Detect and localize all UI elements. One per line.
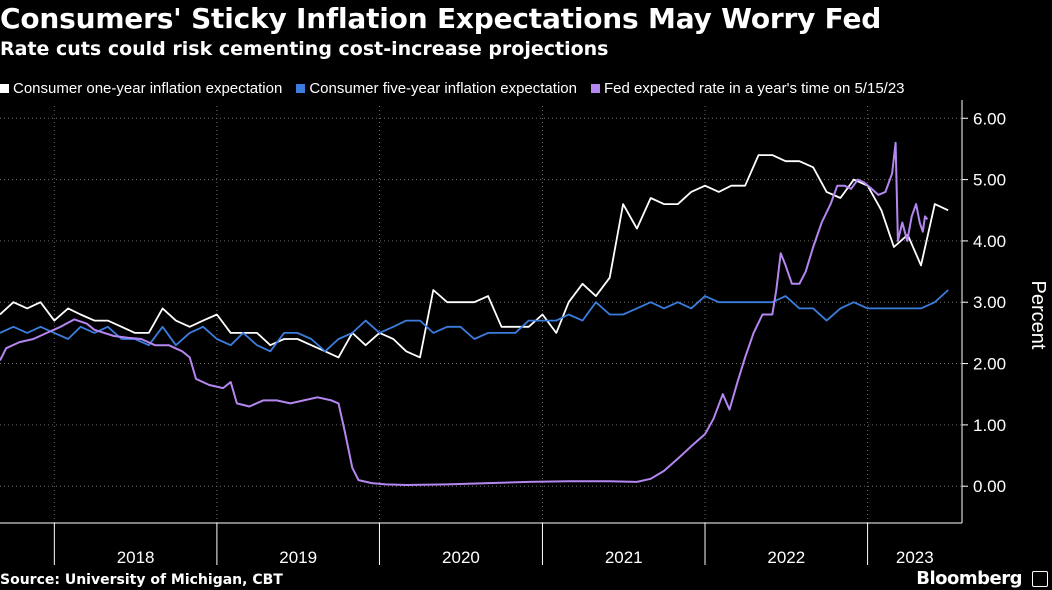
bloomberg-terminal-icon [1032, 571, 1048, 587]
x-tick-label: 2021 [605, 548, 643, 566]
brand-logo: Bloomberg [916, 568, 1022, 589]
legend-swatch [0, 83, 9, 93]
legend-item-fed-rate: Fed expected rate in a year's time on 5/… [590, 79, 905, 97]
x-tick-label: 2018 [117, 548, 155, 566]
y-tick-label: 2.00 [973, 355, 1006, 374]
y-tick-label: 1.00 [973, 416, 1006, 435]
y-tick-label: 6.00 [973, 109, 1006, 128]
legend-item-one-year: Consumer one-year inflation expectation [0, 80, 282, 97]
x-axis: 2018 2019 2020 2021 2022 2023 [0, 522, 962, 566]
legend-label: Consumer five-year inflation expectation [309, 79, 577, 97]
legend: Consumer one-year inflation expectation … [0, 78, 919, 98]
legend-label: Consumer one-year inflation expectation [13, 79, 283, 97]
legend-item-five-year: Consumer five-year inflation expectation [296, 80, 577, 97]
y-tick-label: 0.00 [973, 477, 1006, 496]
legend-label: Fed expected rate in a year's time on 5/… [603, 79, 905, 97]
y-tick-label: 4.00 [973, 232, 1006, 251]
series-line-3 [0, 141, 929, 486]
y-tick-label: 5.00 [973, 171, 1006, 190]
chart-title: Consumers' Sticky Inflation Expectations… [0, 2, 882, 35]
line-chart: 0.00 1.00 2.00 3.00 4.00 5.00 6.00 2018 2019 202… [0, 100, 1049, 566]
source-note: Source: University of Michigan, CBT [0, 572, 283, 588]
series-line-1 [0, 154, 949, 359]
series-layer [0, 141, 949, 486]
x-tick-label: 2020 [442, 548, 480, 566]
chart-subtitle: Rate cuts could risk cementing cost-incr… [0, 38, 609, 60]
x-tick-label: 2022 [767, 548, 805, 566]
y-tick-label: 3.00 [973, 293, 1006, 312]
grid-lines [0, 106, 962, 523]
x-tick-label: 2019 [279, 548, 317, 566]
y-axis: 0.00 1.00 2.00 3.00 4.00 5.00 6.00 [961, 100, 1006, 523]
x-tick-label: 2023 [896, 548, 934, 566]
legend-swatch [590, 83, 600, 93]
series-line-2 [0, 289, 949, 353]
legend-swatch [296, 83, 306, 93]
y-axis-label: Percent [1027, 281, 1049, 350]
